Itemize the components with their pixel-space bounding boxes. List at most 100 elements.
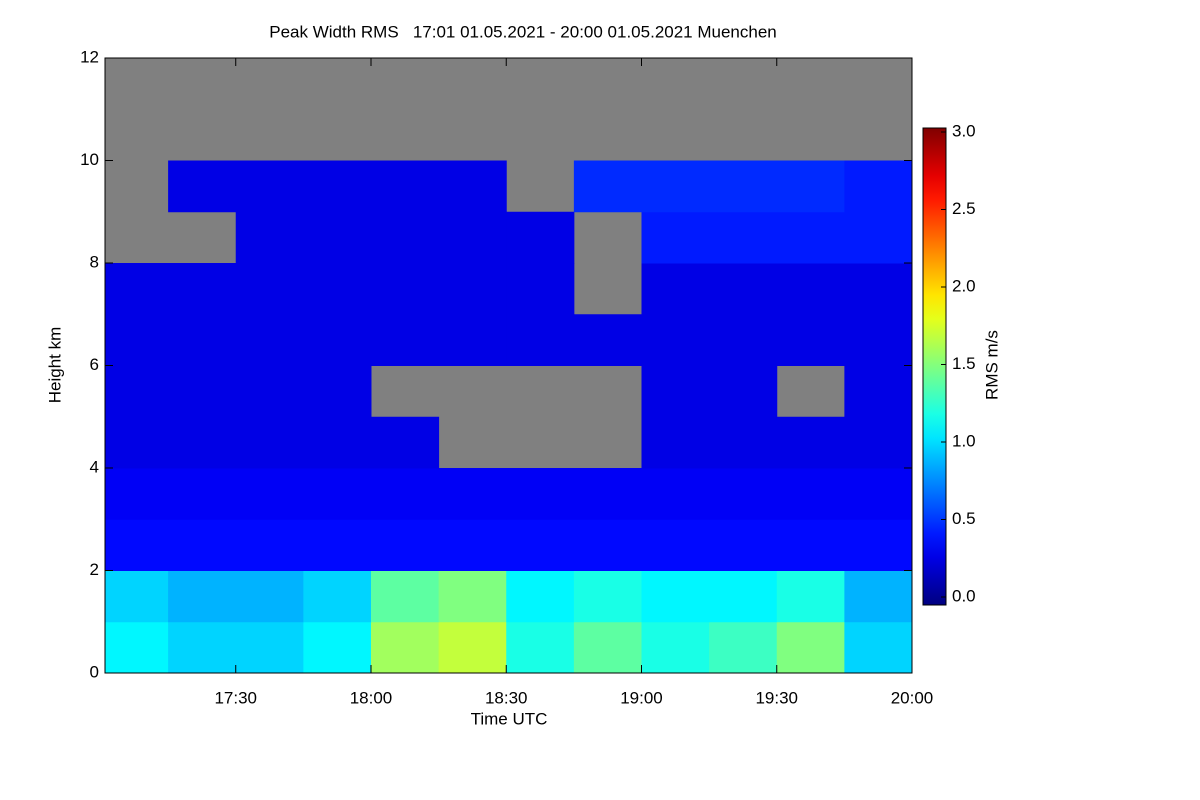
cell [438,314,507,366]
cell [641,621,710,673]
cell [235,211,304,264]
cell [506,570,575,623]
cell [370,570,440,623]
cell [709,211,778,264]
colorbar-tick-label: 2.5 [952,199,976,218]
colorbar-tick-label: 1.0 [952,431,976,450]
cell [303,211,372,264]
cell [844,570,912,623]
cell [303,468,372,520]
cell [168,570,237,623]
cell [844,416,912,469]
cell [438,211,507,264]
cell [105,519,169,571]
cell [235,468,304,520]
colorbar-tick-label: 1.5 [952,354,976,373]
cell [506,468,575,520]
y-tick-label: 4 [90,457,99,476]
cell [168,621,237,673]
cell [105,263,169,315]
cell [105,570,169,623]
cell [776,263,845,315]
cell [168,519,237,571]
cell [641,468,710,520]
cell [641,314,710,366]
cell [641,416,710,469]
cell [641,365,710,418]
cell [168,263,237,315]
cell [573,160,642,213]
cell [303,365,372,418]
cell [370,160,440,213]
cell [168,468,237,520]
cell [844,314,912,366]
cell [438,468,507,520]
cell [438,160,507,213]
cell [303,519,372,571]
cell [438,621,507,673]
cell [709,365,778,418]
y-tick-label: 6 [90,355,99,374]
cell [709,519,778,571]
cell [370,468,440,520]
cell [370,416,440,469]
cell [235,519,304,571]
x-tick-label: 18:30 [485,688,528,707]
y-tick-label: 10 [80,150,99,169]
cell [105,365,169,418]
cell [235,365,304,418]
colorbar [922,127,947,606]
cell [844,365,912,418]
cell [235,570,304,623]
chart-title: Peak Width RMS 17:01 01.05.2021 - 20:00 … [269,22,777,41]
cell [776,211,845,264]
cell [168,416,237,469]
cell [168,160,237,213]
x-tick-label: 19:30 [755,688,798,707]
x-tick-label: 19:00 [620,688,663,707]
colorbar-tick-label: 2.0 [952,276,976,295]
cell [573,570,642,623]
cell [303,570,372,623]
colorbar-label: RMS m/s [982,330,1001,400]
x-axis-label: Time UTC [471,709,548,728]
cell [168,365,237,418]
cell [641,519,710,571]
cell [506,263,575,315]
x-tick-label: 17:30 [214,688,257,707]
cell [641,263,710,315]
cell [641,570,710,623]
x-tick-label: 18:00 [350,688,393,707]
y-axis-label: Height km [45,327,64,404]
cell [235,416,304,469]
cell [709,621,778,673]
cell [105,314,169,366]
cell [235,314,304,366]
cell [105,621,169,673]
cell [303,314,372,366]
cell [709,468,778,520]
cell [303,263,372,315]
cell [105,416,169,469]
cell [776,570,845,623]
y-tick-label: 0 [90,662,99,681]
cell [709,160,778,213]
cell [438,519,507,571]
cell [776,468,845,520]
cell [573,468,642,520]
cell [506,314,575,366]
cell [438,570,507,623]
cell [573,519,642,571]
cell [776,160,845,213]
colorbar-tick-label: 0.5 [952,509,976,528]
cell [370,314,440,366]
cell [235,160,304,213]
y-tick-label: 8 [90,252,99,271]
cell [506,621,575,673]
cell [303,621,372,673]
cell [844,519,912,571]
cell [776,621,845,673]
cell [844,621,912,673]
